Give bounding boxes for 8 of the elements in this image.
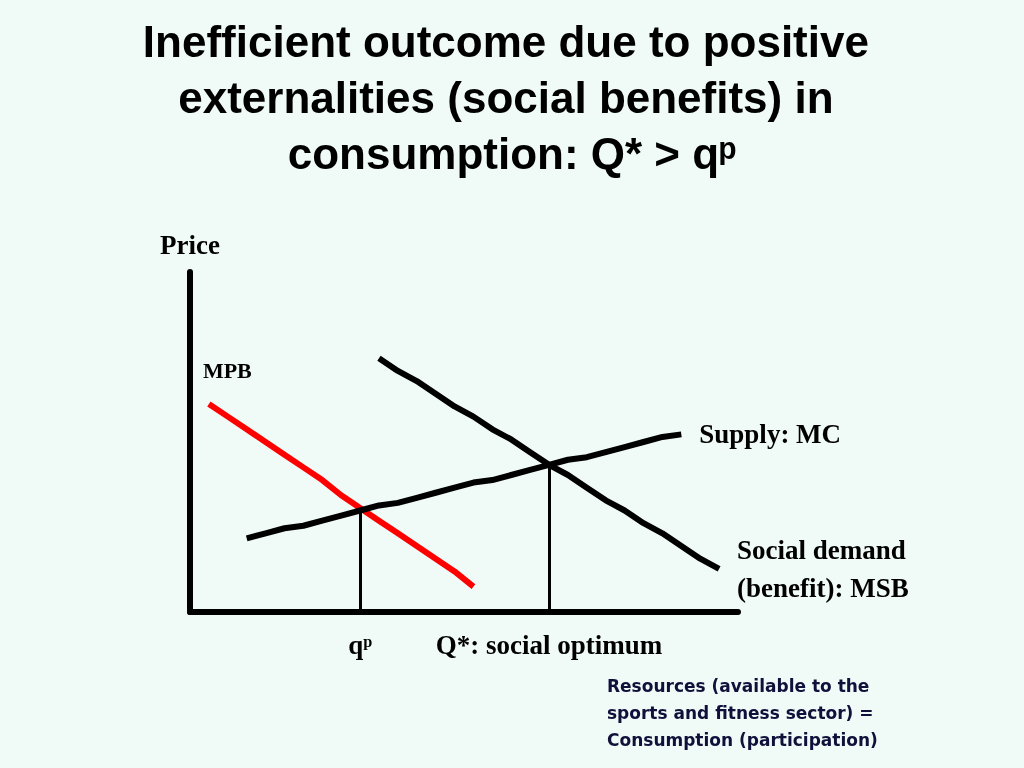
chart-title: Inefficient outcome due to positive externalities (social benefits) in consumption: Q* > qᵖ <box>142 16 882 178</box>
series-label: Social demand (benefit): MSB <box>737 534 909 603</box>
text: Resources (available to the sports and fitness sector) = Consumption (participation) <box>607 675 878 750</box>
x-tick-label: qᵖ <box>348 630 373 660</box>
x-tick-label: Q*: social optimum <box>435 630 663 660</box>
series-label: Supply: MC <box>699 419 842 450</box>
series-label: MPB <box>202 358 253 384</box>
y-axis-title: Price <box>160 230 220 260</box>
